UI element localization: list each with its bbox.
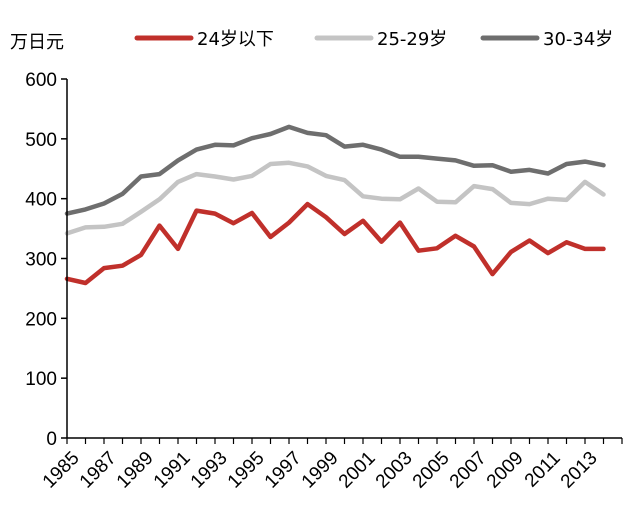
x-tick-label: 1997 (261, 448, 306, 493)
y-axis-unit-label: 万日元 (10, 32, 64, 53)
x-axis-ticks: 1985198719891991199319951997199920012003… (39, 438, 623, 493)
x-tick-label: 1999 (298, 448, 343, 493)
x-tick-label: 2003 (372, 448, 417, 493)
y-tick-label: 300 (25, 250, 57, 271)
x-tick-label: 1995 (224, 448, 269, 493)
x-tick-label: 2007 (446, 448, 491, 493)
legend-label-30-34: 30-34岁 (543, 29, 613, 50)
y-tick-label: 600 (25, 70, 57, 91)
x-tick-label: 1985 (39, 448, 84, 493)
y-tick-label: 100 (25, 369, 57, 390)
x-tick-label: 2013 (557, 448, 602, 493)
series-line-30-34 (64, 124, 606, 216)
y-tick-label: 200 (25, 309, 57, 330)
x-tick-label: 1989 (113, 448, 158, 493)
series-lines (64, 124, 606, 286)
x-tick-label: 1991 (150, 448, 195, 493)
series-line-24-and-under (64, 201, 606, 286)
x-tick-label: 1993 (187, 448, 232, 493)
y-tick-label: 0 (46, 429, 57, 450)
y-tick-label: 400 (25, 190, 57, 211)
x-tick-label: 2001 (335, 448, 380, 493)
x-tick-label: 2011 (521, 448, 565, 492)
y-tick-label: 500 (25, 130, 57, 151)
legend: 24岁以下 25-29岁 30-34岁 (134, 29, 613, 50)
legend-label-25-29: 25-29岁 (377, 29, 447, 50)
x-tick-label: 2005 (409, 448, 454, 493)
x-tick-label: 2009 (483, 448, 528, 493)
x-tick-label: 1987 (76, 448, 121, 493)
y-axis-ticks: 0 100 200 300 400 500 600 (25, 70, 67, 450)
legend-label-24-and-under: 24岁以下 (197, 29, 274, 50)
series-line-25-29 (64, 160, 606, 236)
